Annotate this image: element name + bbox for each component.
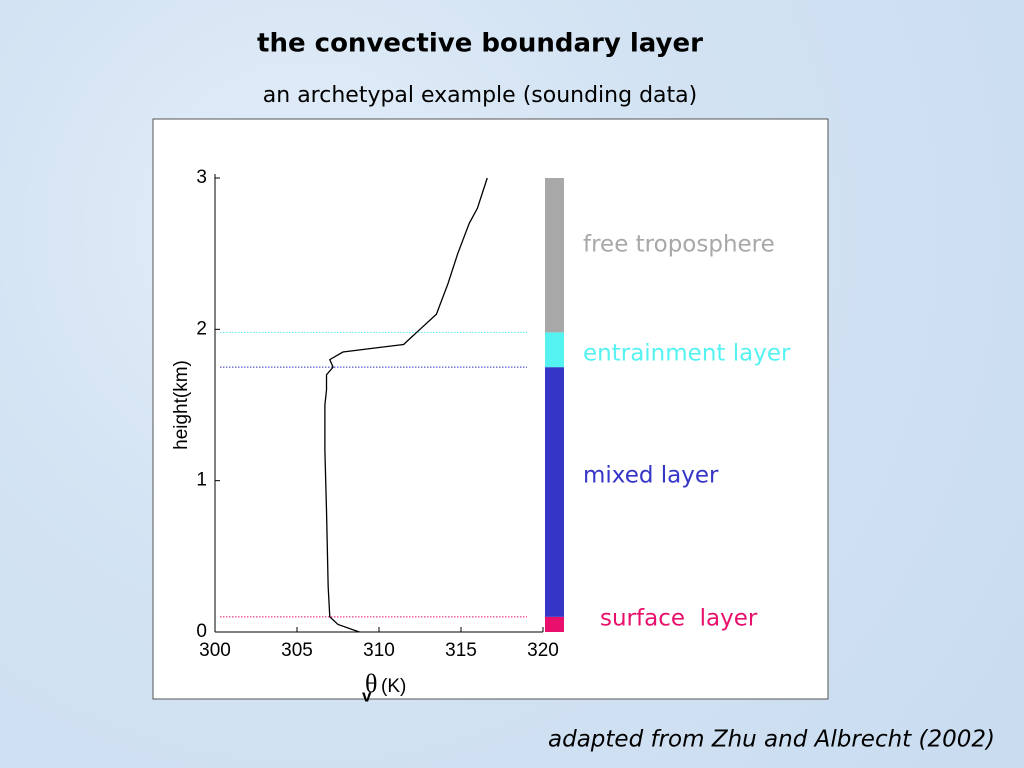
x-axis-unit: (K) bbox=[381, 676, 406, 697]
layer-label: mixed layer bbox=[583, 463, 719, 489]
layer-bar bbox=[545, 616, 564, 632]
layer-label: entrainment layer bbox=[583, 341, 791, 367]
layer-bar bbox=[545, 178, 564, 333]
y-tick-label: 2 bbox=[196, 318, 207, 339]
y-tick-label: 3 bbox=[196, 167, 207, 188]
slide-subtitle: an archetypal example (sounding data) bbox=[263, 83, 697, 108]
x-tick-label: 305 bbox=[281, 640, 313, 661]
x-tick-label: 310 bbox=[363, 640, 395, 661]
layer-label: free troposphere bbox=[583, 232, 775, 258]
x-tick-label: 315 bbox=[445, 640, 477, 661]
x-tick-label: 300 bbox=[199, 640, 231, 661]
layer-bar bbox=[545, 367, 564, 617]
x-axis-symbol: θ bbox=[365, 669, 377, 698]
x-tick-label: 320 bbox=[527, 640, 559, 661]
chart-panel bbox=[152, 118, 829, 700]
profile-line bbox=[324, 177, 488, 633]
layer-label: surface layer bbox=[600, 606, 758, 632]
y-tick-label: 0 bbox=[196, 621, 207, 642]
y-tick-label: 1 bbox=[196, 470, 207, 491]
credit: adapted from Zhu and Albrecht (2002) bbox=[548, 727, 995, 753]
y-axis-label: height(km) bbox=[171, 360, 192, 450]
layer-bar bbox=[545, 332, 564, 368]
x-axis-subscript: v bbox=[362, 686, 372, 705]
slide-title: the convective boundary layer bbox=[257, 29, 703, 59]
